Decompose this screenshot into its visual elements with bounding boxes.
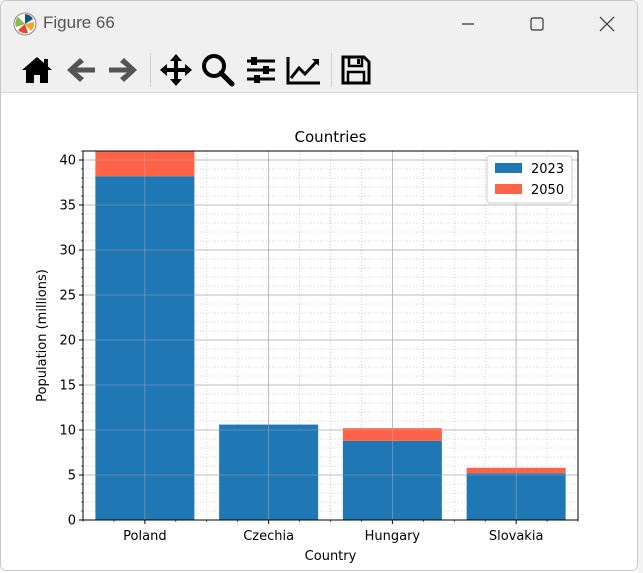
minimize-button[interactable]: [453, 9, 483, 39]
legend-label-2023: 2023: [531, 162, 564, 177]
magnifier-icon: [202, 54, 235, 87]
window-title: Figure 66: [43, 13, 115, 32]
toolbar-separator: [150, 53, 151, 87]
bar-chart: 0 5 10 15 20 25 30 35 40 Poland Czechia Hungary Slov…: [35, 128, 579, 564]
close-icon: [599, 16, 615, 32]
home-icon: [22, 57, 52, 83]
maximize-icon: [530, 17, 544, 31]
minimize-icon: [462, 23, 474, 25]
forward-button[interactable]: [105, 53, 141, 87]
y-tick-label: 10: [59, 424, 76, 439]
x-tick-label-slovakia: Slovakia: [489, 529, 544, 544]
toolbar-separator: [331, 53, 332, 87]
x-axis-label: Country: [305, 549, 357, 564]
y-tick-label: 15: [59, 379, 76, 394]
pan-button[interactable]: [158, 53, 194, 87]
configure-subplots-button[interactable]: [243, 53, 279, 87]
close-button[interactable]: [592, 9, 622, 39]
matplotlib-logo-icon: [13, 12, 37, 36]
y-axis-label: Population (millions): [35, 269, 50, 402]
y-tick-label: 5: [68, 469, 76, 484]
zoom-button[interactable]: [200, 53, 236, 87]
y-tick-label: 0: [68, 514, 76, 529]
legend-swatch-2050: [495, 184, 522, 194]
x-tick-label-hungary: Hungary: [365, 529, 421, 544]
chart-title: Countries: [295, 128, 367, 146]
desktop-background: [638, 0, 643, 573]
y-tick-label: 35: [59, 199, 76, 214]
y-tick-label: 20: [59, 334, 76, 349]
legend-label-2050: 2050: [531, 183, 564, 198]
edit-axes-button[interactable]: [286, 53, 322, 87]
y-tick-label: 40: [59, 154, 76, 169]
navigation-toolbar: [1, 47, 637, 93]
arrow-left-icon: [67, 58, 95, 82]
line-chart-icon: [286, 57, 320, 85]
maximize-button[interactable]: [522, 9, 552, 39]
move-icon: [160, 54, 192, 86]
title-bar[interactable]: Figure 66: [1, 1, 637, 47]
y-tick-label: 25: [59, 289, 76, 304]
figure-canvas[interactable]: 0 5 10 15 20 25 30 35 40 Poland Czechia Hungary Slov…: [1, 93, 637, 570]
legend-swatch-2023: [495, 163, 522, 173]
home-button[interactable]: [19, 53, 55, 87]
back-button[interactable]: [63, 53, 99, 87]
save-button[interactable]: [338, 53, 374, 87]
x-tick-label-poland: Poland: [123, 529, 166, 544]
sliders-icon: [247, 57, 275, 83]
floppy-disk-icon: [341, 55, 371, 85]
y-tick-label: 30: [59, 244, 76, 259]
arrow-right-icon: [109, 58, 137, 82]
x-tick-label-czechia: Czechia: [243, 529, 294, 544]
